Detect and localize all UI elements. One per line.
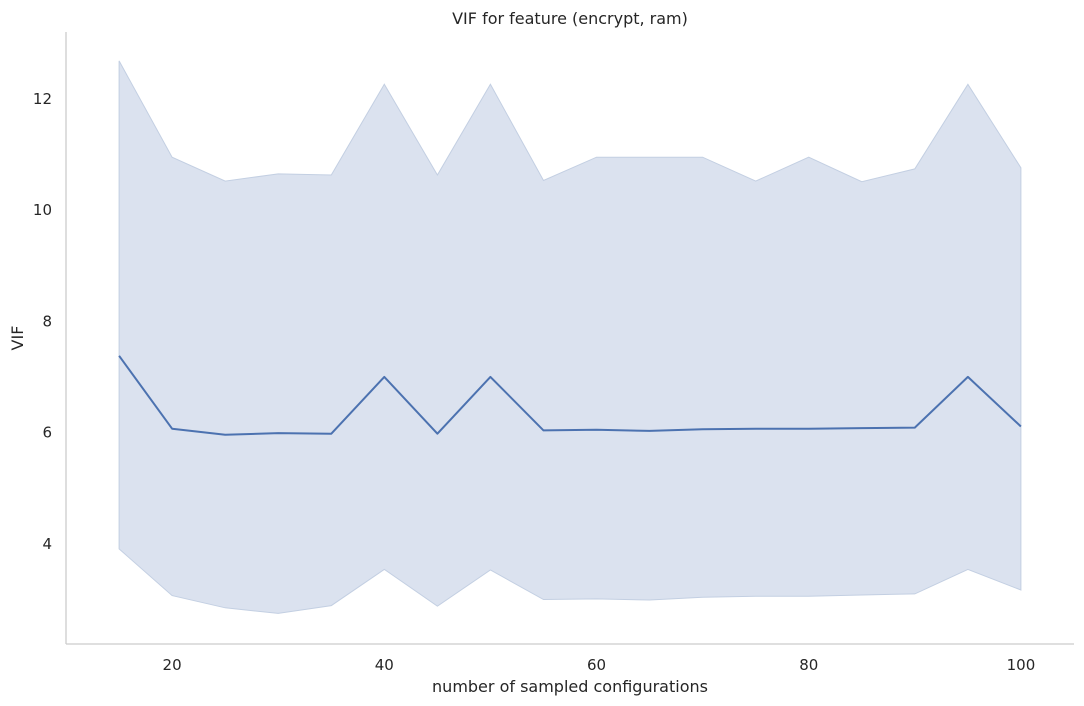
confidence-band [118, 60, 1022, 614]
y-axis-label: VIF [8, 326, 27, 351]
y-tick-label: 12 [33, 90, 52, 108]
y-tick-label: 10 [33, 201, 52, 219]
y-tick-label: 6 [42, 424, 52, 442]
x-tick-label: 80 [799, 656, 818, 674]
x-tick-label: 100 [1007, 656, 1036, 674]
y-tick-label: 8 [42, 312, 52, 330]
plot-area: 20 40 60 80 100 4 6 8 10 12 [33, 32, 1074, 674]
y-tick-label: 4 [42, 535, 52, 553]
series-line [118, 355, 1022, 436]
x-tick-label: 40 [375, 656, 394, 674]
x-tick-label: 20 [163, 656, 182, 674]
x-tick-label: 60 [587, 656, 606, 674]
chart-title: VIF for feature (encrypt, ram) [452, 9, 688, 28]
x-axis-label: number of sampled configurations [432, 677, 708, 696]
